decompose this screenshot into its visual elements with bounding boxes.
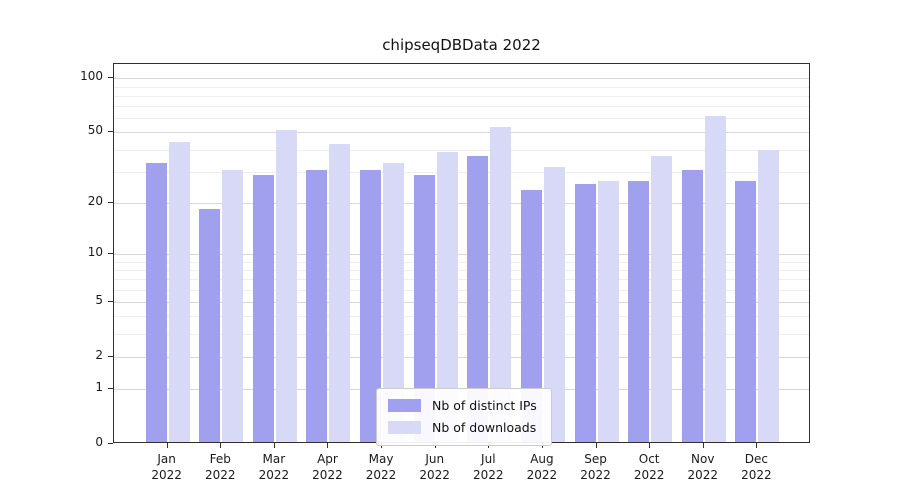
minor-gridline: [114, 149, 809, 151]
x-tick-mark: [166, 443, 168, 448]
bar-distinct-ips: [199, 208, 221, 442]
bar-distinct-ips: [252, 175, 274, 442]
legend: Nb of distinct IPs Nb of downloads: [376, 388, 552, 446]
bar-downloads: [597, 180, 619, 442]
y-tick-label: 0: [95, 435, 103, 449]
bar-distinct-ips: [735, 180, 757, 442]
bar-distinct-ips: [681, 169, 703, 442]
bar-downloads: [758, 149, 780, 442]
x-tick-label: Jun 2022: [419, 452, 450, 483]
bar-distinct-ips: [413, 175, 435, 442]
y-tick-label: 50: [87, 123, 103, 138]
x-tick-mark: [649, 443, 651, 448]
bar-distinct-ips: [360, 169, 382, 442]
minor-gridline: [114, 106, 809, 108]
bar-distinct-ips: [467, 155, 489, 442]
x-tick-label: Aug 2022: [526, 452, 558, 483]
bar-downloads: [383, 162, 405, 442]
bar-downloads: [704, 116, 726, 442]
x-tick-label: Dec 2022: [741, 452, 772, 483]
legend-label-downloads: Nb of downloads: [432, 420, 537, 435]
x-tick-label: Oct 2022: [633, 452, 665, 483]
bar-downloads: [329, 143, 351, 442]
major-gridline: [114, 356, 809, 358]
bar-downloads: [543, 167, 565, 442]
bar-distinct-ips: [520, 190, 542, 442]
major-gridline: [114, 302, 809, 304]
minor-gridline: [114, 289, 809, 291]
x-tick-label: May 2022: [365, 452, 397, 483]
x-tick-mark: [756, 443, 758, 448]
y-tick-label: 100: [80, 69, 103, 84]
minor-gridline: [114, 316, 809, 318]
bar-downloads: [651, 155, 673, 442]
bar-downloads: [222, 169, 244, 442]
minor-gridline: [114, 334, 809, 336]
minor-gridline: [114, 171, 809, 173]
y-tick-label: 1: [95, 380, 103, 395]
bar-downloads: [436, 151, 458, 442]
x-tick-mark: [327, 443, 329, 448]
minor-gridline: [114, 269, 809, 271]
bar-distinct-ips: [628, 180, 650, 442]
legend-swatch-distinct-ips-icon: [388, 399, 421, 412]
y-tick-mark: [108, 301, 113, 303]
bar-downloads: [275, 130, 297, 442]
minor-gridline: [114, 118, 809, 120]
minor-gridline: [114, 261, 809, 263]
legend-item-distinct-ips: Nb of distinct IPs: [388, 398, 537, 413]
y-tick-mark: [108, 443, 113, 444]
bar-distinct-ips: [306, 169, 328, 442]
plot-area: Nb of distinct IPs Nb of downloads: [113, 63, 810, 446]
minor-gridline: [114, 95, 809, 97]
chart-title: chipseqDBData 2022: [382, 36, 541, 54]
y-tick-mark: [108, 388, 113, 390]
x-tick-label: Nov 2022: [687, 452, 719, 483]
y-tick-mark: [108, 253, 113, 254]
bar-downloads: [490, 127, 512, 442]
y-tick-label: 10: [87, 245, 103, 259]
bar-distinct-ips: [574, 183, 596, 442]
x-tick-mark: [273, 443, 275, 448]
x-tick-label: Mar 2022: [258, 452, 290, 483]
y-tick-mark: [108, 201, 113, 203]
x-tick-label: Feb 2022: [204, 452, 236, 483]
major-gridline: [114, 78, 809, 80]
major-gridline: [114, 254, 809, 255]
x-tick-mark: [220, 443, 222, 448]
bar-downloads: [168, 142, 190, 442]
legend-swatch-downloads-icon: [388, 421, 421, 434]
legend-label-distinct-ips: Nb of distinct IPs: [432, 398, 537, 413]
x-tick-label: Apr 2022: [312, 452, 343, 483]
x-tick-mark: [702, 443, 704, 448]
major-gridline: [114, 202, 809, 204]
bar-distinct-ips: [145, 162, 167, 442]
y-tick-mark: [108, 355, 113, 357]
x-tick-mark: [595, 443, 597, 448]
y-tick-label: 5: [95, 293, 103, 308]
y-tick-mark: [108, 131, 113, 133]
x-tick-label: Jan 2022: [151, 452, 182, 483]
y-tick-label: 2: [95, 347, 103, 362]
x-tick-label: Sep 2022: [580, 452, 611, 483]
legend-item-downloads: Nb of downloads: [388, 420, 537, 435]
x-tick-label: Jul 2022: [473, 452, 504, 483]
y-tick-label: 20: [87, 193, 103, 208]
minor-gridline: [114, 86, 809, 88]
y-tick-mark: [108, 77, 113, 79]
minor-gridline: [114, 279, 809, 281]
major-gridline: [114, 132, 809, 134]
